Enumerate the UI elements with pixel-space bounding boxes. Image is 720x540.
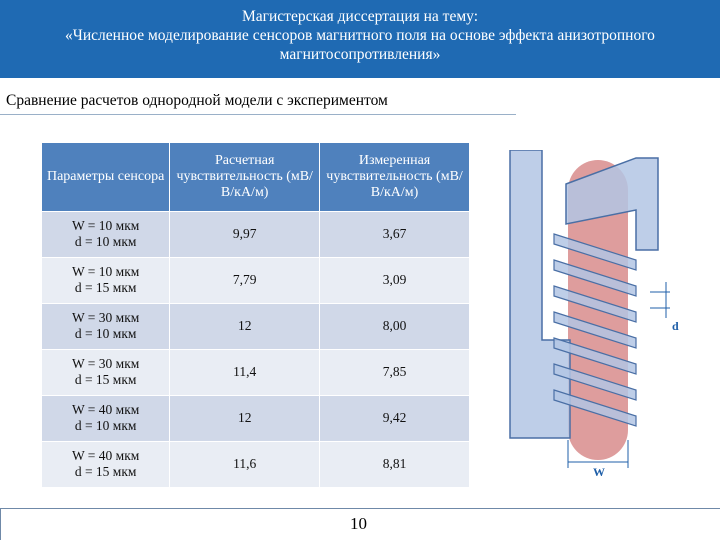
param-w: W = 40 мкм [71,448,140,463]
param-d: d = 15 мкм [74,464,137,479]
param-cell: W = 10 мкм d = 10 мкм [42,211,171,258]
param-d: d = 10 мкм [74,418,137,433]
barber-pole-stripes [553,233,637,427]
header-param: Параметры сенсора [42,143,171,212]
param-w: W = 10 мкм [71,264,140,279]
barber-pole-stripe [553,363,637,401]
measured-cell: 3,09 [319,257,470,304]
param-w: W = 30 мкм [71,310,140,325]
barber-pole-stripe [553,311,637,349]
measured-cell: 8,81 [319,441,470,488]
footer-edge [0,508,1,540]
slide-header: Магистерская диссертация на тему: «Числе… [0,0,720,78]
param-d: d = 15 мкм [74,372,137,387]
barber-pole-stripe [553,337,637,375]
barber-pole-stripe [553,285,637,323]
param-w: W = 30 мкм [71,356,140,371]
calc-cell: 12 [169,395,321,442]
header-measured: Измеренная чувствительность (мВ/В/кА/м) [319,143,470,212]
table-row: W = 30 мкм d = 10 мкм 12 8,00 [42,303,470,350]
measured-cell: 3,67 [319,211,470,258]
param-w: W = 10 мкм [71,218,140,233]
param-w: W = 40 мкм [71,402,140,417]
measured-cell: 7,85 [319,349,470,396]
page-number: 10 [350,514,367,533]
calc-cell: 12 [169,303,321,350]
table-row: W = 30 мкм d = 15 мкм 11,4 7,85 [42,349,470,396]
header-line-3: магнитосопротивления» [279,46,441,63]
label-w: W [593,465,605,479]
label-d: d [672,319,679,333]
param-cell: W = 30 мкм d = 10 мкм [42,303,171,350]
table-row: W = 10 мкм d = 10 мкм 9,97 3,67 [42,211,470,258]
table-row: W = 40 мкм d = 10 мкм 12 9,42 [42,395,470,442]
param-d: d = 10 мкм [74,326,137,341]
measured-cell: 8,00 [319,303,470,350]
calc-cell: 7,79 [169,257,321,304]
top-electrode [565,157,659,251]
calc-cell: 9,97 [169,211,321,258]
subtitle-underline [0,114,516,115]
param-d: d = 15 мкм [74,280,137,295]
param-cell: W = 40 мкм d = 15 мкм [42,441,171,488]
footer-rule [0,508,720,509]
barber-pole-stripe [553,259,637,297]
header-line-2: «Численное моделирование сенсоров магнит… [65,27,655,44]
table-header-row: Параметры сенсора Расчетная чувствительн… [42,143,470,212]
table-row: W = 10 мкм d = 15 мкм 7,79 3,09 [42,257,470,304]
calc-cell: 11,6 [169,441,321,488]
sensor-diagram: d W [509,150,679,479]
calc-cell: 11,4 [169,349,321,396]
slide-subtitle: Сравнение расчетов однородной модели с э… [6,92,388,109]
param-d: d = 10 мкм [74,234,137,249]
comparison-table: Параметры сенсора Расчетная чувствительн… [42,143,470,488]
param-cell: W = 30 мкм d = 15 мкм [42,349,171,396]
measured-cell: 9,42 [319,395,470,442]
param-cell: W = 40 мкм d = 10 мкм [42,395,171,442]
barber-pole-stripe [553,233,637,271]
header-line-1: Магистерская диссертация на тему: [241,8,478,25]
header-calc: Расчетная чувствительность (мВ/В/кА/м) [169,143,321,212]
param-cell: W = 10 мкм d = 15 мкм [42,257,171,304]
barber-pole-stripe [553,389,637,427]
table-row: W = 40 мкм d = 15 мкм 11,6 8,81 [42,441,470,488]
